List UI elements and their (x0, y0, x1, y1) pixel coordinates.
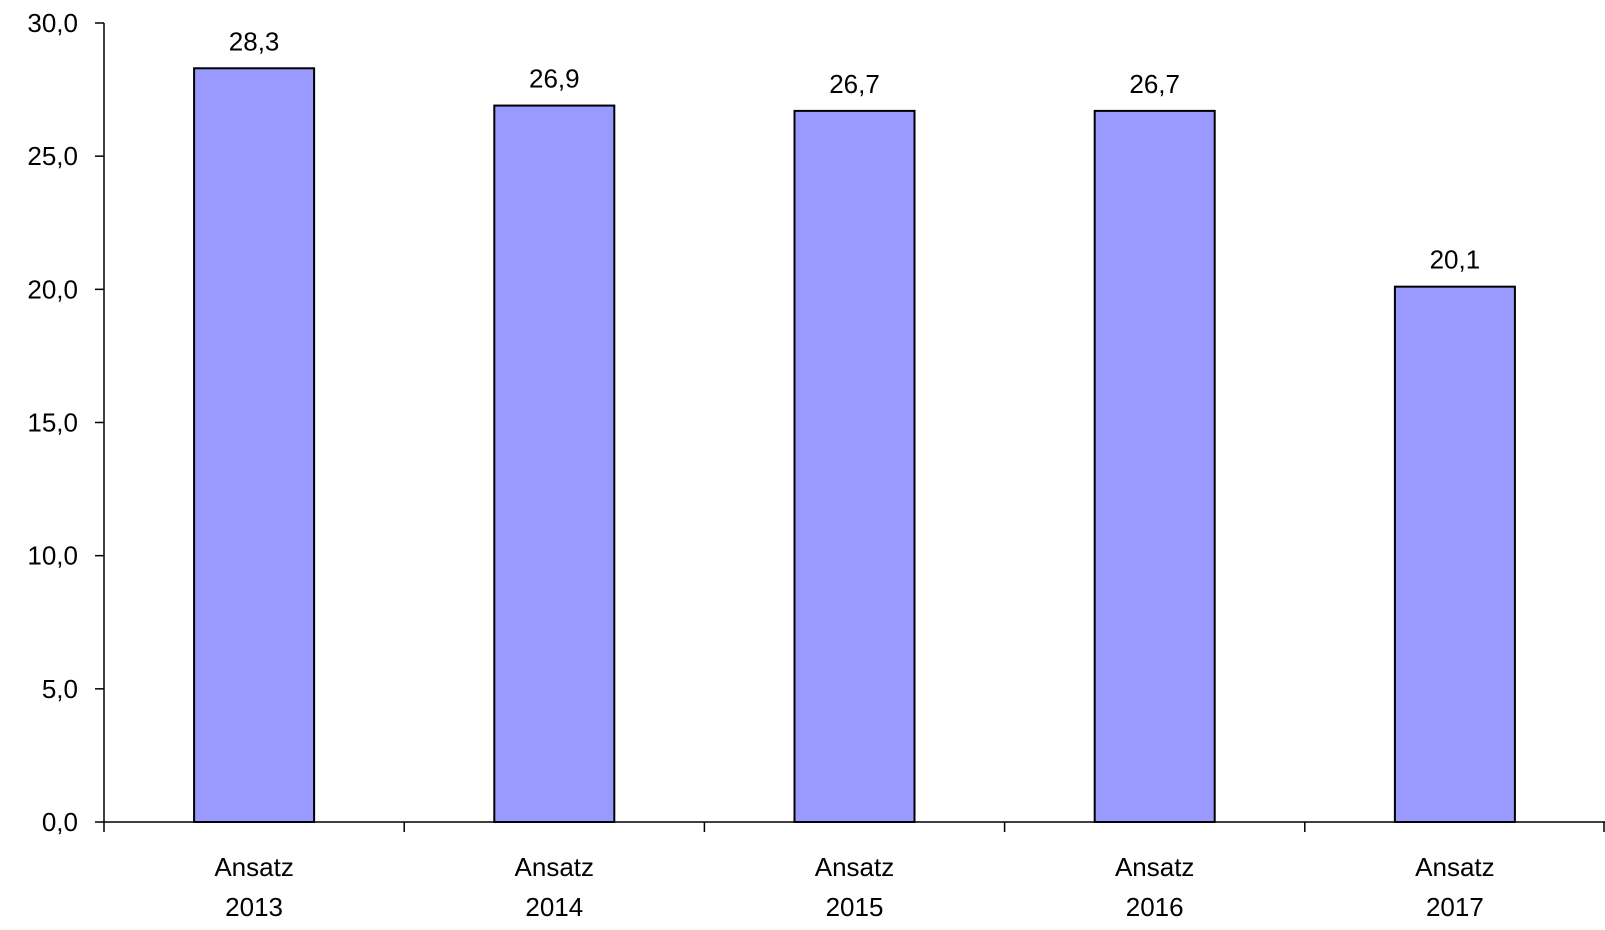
x-tick-label: 2015 (826, 892, 884, 922)
bar (1393, 285, 1516, 824)
bar (1093, 109, 1216, 823)
bar (793, 109, 916, 823)
y-axis: 0,0 5,0 10,0 15,0 20,0 25,0 30,0 (27, 8, 105, 837)
y-tick-label: 25,0 (27, 141, 78, 171)
y-tick-label: 15,0 (27, 408, 78, 438)
y-tick-label: 10,0 (27, 541, 78, 571)
x-tick-label: Ansatz (214, 852, 294, 882)
bar (193, 67, 316, 823)
x-tick-label: Ansatz (1115, 852, 1195, 882)
x-tick-label: 2014 (525, 892, 583, 922)
data-label: 20,1 (1430, 245, 1481, 275)
y-tick-label: 20,0 (27, 274, 78, 304)
y-tick-label: 30,0 (27, 8, 78, 38)
x-tick-label: Ansatz (1415, 852, 1495, 882)
y-tick-label: 5,0 (42, 674, 78, 704)
bar (493, 104, 616, 823)
x-tick-label: 2013 (225, 892, 283, 922)
bars (193, 67, 1516, 824)
y-tick-label: 0,0 (42, 807, 78, 837)
x-tick-label: Ansatz (515, 852, 595, 882)
x-tick-label: 2016 (1126, 892, 1184, 922)
data-label: 28,3 (229, 26, 280, 56)
data-label: 26,7 (829, 69, 880, 99)
data-labels: 28,3 26,9 26,7 26,7 20,1 (229, 26, 1480, 274)
x-axis: Ansatz 2013 Ansatz 2014 Ansatz 2015 Ansatz 2016… (103, 821, 1605, 922)
data-label: 26,9 (529, 64, 580, 94)
x-tick-label: Ansatz (815, 852, 895, 882)
data-label: 26,7 (1129, 69, 1180, 99)
x-tick-label: 2017 (1426, 892, 1484, 922)
